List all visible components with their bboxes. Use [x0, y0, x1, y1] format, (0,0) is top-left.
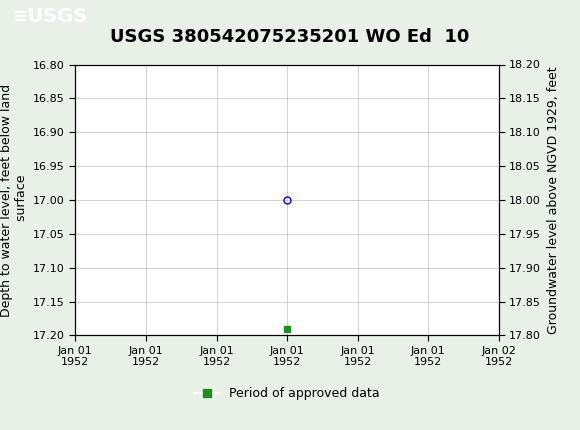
Legend: Period of approved data: Period of approved data	[189, 382, 385, 405]
Y-axis label: Depth to water level, feet below land
 surface: Depth to water level, feet below land su…	[0, 83, 28, 316]
Text: ≡USGS: ≡USGS	[12, 6, 88, 26]
Y-axis label: Groundwater level above NGVD 1929, feet: Groundwater level above NGVD 1929, feet	[546, 66, 560, 334]
Text: USGS 380542075235201 WO Ed  10: USGS 380542075235201 WO Ed 10	[110, 28, 470, 46]
